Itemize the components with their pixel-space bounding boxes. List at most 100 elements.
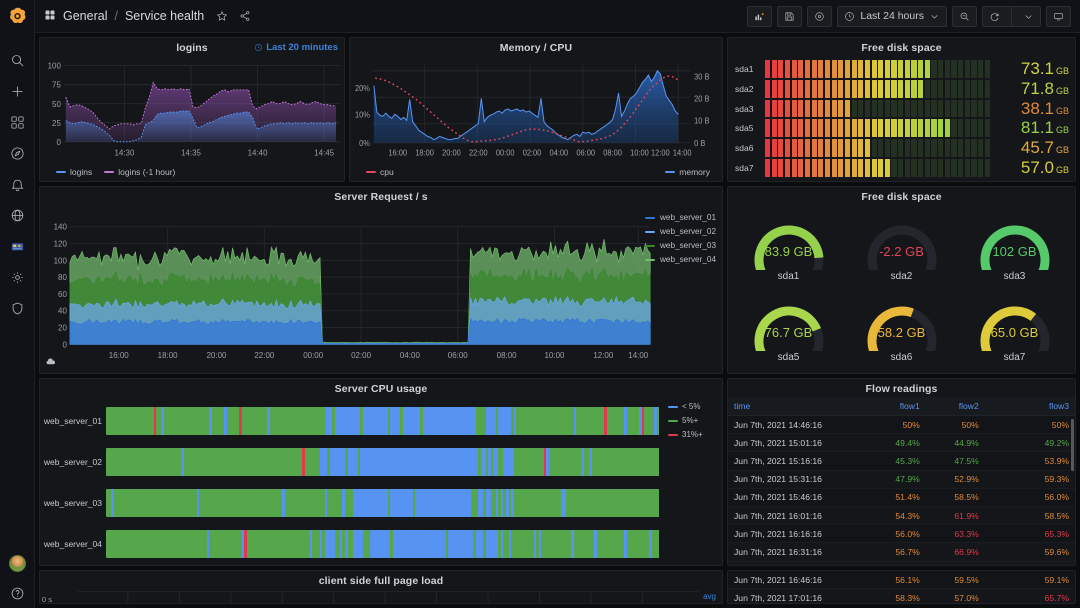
svg-text:14:00: 14:00	[673, 148, 692, 157]
cell-time: Jun 7th, 2021 16:01:16	[728, 506, 867, 526]
time-range-picker[interactable]: Last 24 hours	[837, 5, 947, 27]
table-row[interactable]: Jun 7th, 2021 16:46:16 56.1% 59.5% 59.1%	[728, 571, 1075, 590]
gauge-label: sda5	[777, 351, 800, 363]
refresh-interval-chevron-down-icon[interactable]	[1017, 7, 1040, 26]
table-row[interactable]: Jun 7th, 2021 16:31:16 56.7% 66.9% 59.6%	[728, 542, 1075, 562]
svg-text:20%: 20%	[355, 84, 370, 93]
legend-item[interactable]: logins (-1 hour)	[104, 167, 175, 177]
panel-time-note-label: Last 20 minutes	[266, 42, 338, 53]
legend-item[interactable]: 5%+	[668, 416, 722, 425]
gauge-cell[interactable]: 76.7 GB sda5	[732, 288, 845, 369]
cell-time: Jun 7th, 2021 15:01:16	[728, 433, 867, 453]
col-flow1[interactable]: flow1	[866, 397, 926, 416]
svg-text:02:00: 02:00	[351, 351, 372, 360]
panel-chart[interactable]: 20% 10% 0% 30 B 20 B 10 B 0 B 16:00 18:0…	[350, 56, 722, 165]
avatar[interactable]	[0, 548, 35, 578]
panel-state-timeline[interactable]: web_server_01 < 5% 5%+ 31%+ web_server_02 web…	[40, 397, 722, 565]
table-scroll-area[interactable]: time flow1 flow2 flow3 Jun 7th, 2021 14:…	[728, 397, 1075, 565]
cell-flow1: 45.3%	[866, 451, 926, 471]
refresh-button[interactable]	[983, 7, 1006, 26]
svg-text:04:00: 04:00	[400, 351, 421, 360]
sidebar-item-globe[interactable]	[0, 200, 35, 231]
legend-item[interactable]: web_server_03	[645, 241, 716, 250]
svg-text:14:00: 14:00	[628, 351, 649, 360]
share-icon[interactable]	[239, 10, 251, 22]
panel-chart[interactable]: 100 75 50 25 0 14:30 14:35 14:40 14:45	[40, 56, 344, 165]
state-timeline-bar[interactable]	[106, 406, 660, 435]
cell-flow1: 51.4%	[866, 488, 926, 507]
cell-flow2: 52.9%	[925, 470, 985, 489]
panel-gauges[interactable]: 83.9 GB sda1 -2.2 GB sda2 102 GB sda3 76.7 GB s…	[728, 205, 1075, 373]
table-row[interactable]: Jun 7th, 2021 15:46:16 51.4% 58.5% 56.0%	[728, 488, 1075, 507]
add-panel-button[interactable]	[747, 5, 773, 27]
gauge-cell[interactable]: 65.0 GB sda7	[958, 288, 1071, 369]
sidebar-item-shield[interactable]	[0, 293, 35, 324]
col-time[interactable]: time	[728, 397, 867, 416]
state-timeline-bar[interactable]	[106, 447, 660, 476]
legend-item[interactable]: web_server_01	[645, 213, 716, 222]
table-row[interactable]: Jun 7th, 2021 15:01:16 49.4% 44.9% 49.2%	[728, 433, 1075, 453]
bargauge-track	[765, 79, 990, 98]
sidebar-item-explore[interactable]	[0, 138, 35, 169]
legend-item[interactable]: 31%+	[668, 430, 722, 439]
col-flow3[interactable]: flow3	[984, 397, 1075, 416]
table-row[interactable]: Jun 7th, 2021 15:16:16 45.3% 47.5% 53.9%	[728, 451, 1075, 471]
gauge-cell[interactable]: 83.9 GB sda1	[732, 207, 845, 288]
legend-item[interactable]: web_server_02	[645, 227, 716, 236]
gauge-value: 76.7 GB	[764, 324, 813, 340]
dashboard-grid: logins Last 20 minutes	[35, 33, 1080, 608]
sidebar-item-plugin[interactable]	[0, 231, 35, 262]
panel-chart[interactable]: 0 s avg	[40, 589, 722, 603]
legend-item[interactable]: web_server_04	[645, 255, 716, 264]
table-header-row: time flow1 flow2 flow3	[728, 397, 1075, 416]
grafana-logo-icon[interactable]	[0, 0, 35, 33]
page-title[interactable]: Service health	[124, 9, 205, 23]
table-row[interactable]: Jun 7th, 2021 16:16:16 56.0% 63.3% 65.3%	[728, 524, 1075, 544]
gauge-cell[interactable]: 58.2 GB sda6	[845, 288, 958, 369]
svg-text:50: 50	[52, 100, 61, 109]
cell-flow3: 58.5%	[984, 506, 1075, 526]
panel-bargauge[interactable]: sda1 73.1 GB sda2 71.8 GB sda3 38.1 GB sda5 81.1 GB…	[728, 56, 1075, 181]
panel-chart[interactable]: 140 120 100 80 60 40 20 0 16:00 18:00 20…	[40, 205, 722, 373]
table-continued[interactable]: Jun 7th, 2021 16:46:16 56.1% 59.5% 59.1% Jun…	[728, 571, 1075, 603]
svg-text:12:00: 12:00	[651, 148, 670, 157]
col-flow2[interactable]: flow2	[925, 397, 985, 416]
gauge-cell[interactable]: -2.2 GB sda2	[845, 207, 958, 288]
star-icon[interactable]	[216, 10, 228, 22]
legend-item[interactable]: memory	[665, 167, 710, 177]
table-row[interactable]: Jun 7th, 2021 17:01:16 58.3% 57.0% 65.7%	[728, 588, 1075, 603]
legend-item[interactable]: cpu	[366, 167, 394, 177]
breadcrumb-folder[interactable]: General	[63, 9, 108, 23]
help-icon[interactable]	[0, 578, 35, 608]
svg-text:10%: 10%	[355, 110, 370, 119]
table-row[interactable]: Jun 7th, 2021 15:31:16 47.9% 52.9% 59.3%	[728, 470, 1075, 489]
panel-title: client side full page load	[318, 575, 444, 587]
legend-item[interactable]: < 5%	[668, 402, 722, 411]
state-timeline-bar[interactable]	[106, 530, 660, 559]
svg-text:00:00: 00:00	[496, 148, 515, 157]
table-row[interactable]: Jun 7th, 2021 14:46:16 50% 50% 50%	[728, 415, 1075, 435]
bargauge-value: 81.1 GB	[1020, 118, 1069, 138]
dashboard-settings-button[interactable]	[807, 5, 833, 27]
state-timeline-bar[interactable]	[106, 489, 660, 518]
sidebar-item-configuration[interactable]	[0, 262, 35, 293]
chevron-down-icon	[929, 11, 940, 22]
bargauge-track	[765, 60, 990, 78]
save-dashboard-button[interactable]	[777, 5, 803, 27]
side-navigation	[0, 0, 35, 608]
table-row[interactable]: Jun 7th, 2021 16:01:16 54.3% 61.9% 58.5%	[728, 506, 1075, 526]
tv-mode-button[interactable]	[1046, 5, 1071, 27]
panel-table[interactable]: time flow1 flow2 flow3 Jun 7th, 2021 14:…	[728, 397, 1075, 565]
gauge-cell[interactable]: 102 GB sda3	[958, 207, 1071, 288]
cell-flow1: 49.4%	[866, 433, 926, 453]
cell-flow2: 58.5%	[925, 488, 985, 507]
zoom-out-time-button[interactable]	[952, 5, 977, 27]
sidebar-item-alerting[interactable]	[0, 169, 35, 200]
refresh-button-group[interactable]	[982, 5, 1041, 27]
svg-text:0 B: 0 B	[694, 139, 705, 148]
legend-item[interactable]: logins	[56, 167, 92, 177]
table-scrollbar[interactable]	[1071, 419, 1074, 471]
sidebar-item-create[interactable]	[0, 76, 35, 107]
sidebar-item-search[interactable]	[0, 45, 35, 76]
sidebar-item-dashboards[interactable]	[0, 107, 35, 138]
